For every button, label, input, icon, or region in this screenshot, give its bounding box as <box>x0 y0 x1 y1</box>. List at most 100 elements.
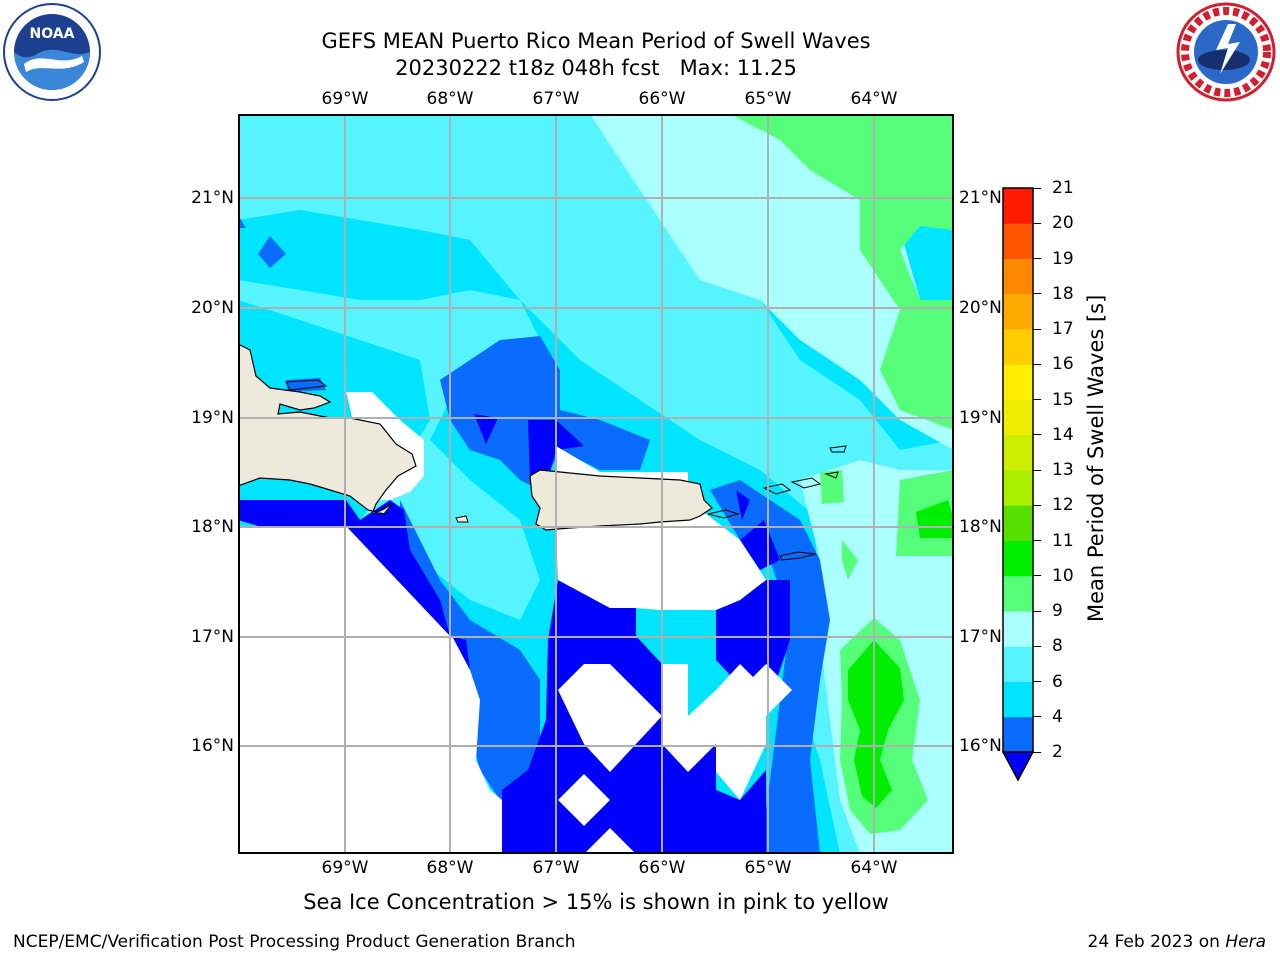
colorbar-tick-label: 10 <box>1052 565 1074 586</box>
lon-tick-bottom: 68°W <box>426 858 474 878</box>
lon-tick-top: 68°W <box>426 89 474 109</box>
colorbar-tick-mark <box>1033 751 1041 753</box>
colorbar-tick-label: 20 <box>1052 213 1074 234</box>
colorbar-tick-label: 18 <box>1052 283 1074 304</box>
map-grid <box>238 114 954 854</box>
field-2-4 <box>710 480 830 853</box>
virgin-islands <box>762 483 792 495</box>
map-subtitle: 20230222 t18z 048h fcst Max: 11.25 <box>395 56 797 80</box>
colorbar-band <box>1003 681 1033 718</box>
colorbar-band <box>1003 399 1033 436</box>
lon-tick-top: 65°W <box>744 89 792 109</box>
lat-tick-right: 18°N <box>959 517 1002 537</box>
mona-island <box>455 515 469 523</box>
field-under-2 <box>740 520 780 570</box>
colorbar-tick-label: 17 <box>1052 319 1074 339</box>
lat-tick-right: 16°N <box>959 736 1002 756</box>
no-data-area <box>558 774 610 826</box>
colorbar-band <box>1003 293 1033 330</box>
field-2-4 <box>440 336 650 490</box>
colorbar-band <box>1003 540 1033 577</box>
lon-tick-bottom: 67°W <box>532 858 580 878</box>
colorbar-tick-label: 16 <box>1052 354 1074 375</box>
colorbar <box>1001 187 1035 782</box>
colorbar-band <box>1003 470 1033 506</box>
colorbar-tick-mark <box>1033 610 1041 612</box>
anegada-island <box>829 445 847 453</box>
no-data-area <box>239 636 502 853</box>
colorbar-band <box>1003 329 1033 365</box>
field-under-2 <box>474 414 498 444</box>
vieques-island <box>707 509 740 519</box>
field-6-8 <box>239 115 440 170</box>
sea-ice-note: Sea Ice Concentration > 15% is shown in … <box>303 890 889 914</box>
lon-tick-bottom: 65°W <box>744 858 792 878</box>
field-10-11 <box>916 500 953 538</box>
puerto-rico-land <box>529 469 713 531</box>
lon-tick-bottom: 69°W <box>321 858 369 878</box>
lat-tick-right: 19°N <box>959 408 1002 428</box>
map-title: GEFS MEAN Puerto Rico Mean Period of Swe… <box>321 29 871 53</box>
colorbar-band <box>1003 223 1033 259</box>
no-data-area <box>740 664 792 716</box>
colorbar-band <box>1003 364 1033 400</box>
footer-branch: NCEP/EMC/Verification Post Processing Pr… <box>13 932 576 952</box>
colorbar-tick-label: 12 <box>1052 495 1074 516</box>
nws-logo-icon <box>1176 2 1276 102</box>
lon-tick-bottom: 64°W <box>850 858 898 878</box>
virgin-islands <box>790 477 822 489</box>
footer-host: Hera <box>1225 932 1266 952</box>
noaa-logo-icon: NOAA <box>2 2 102 102</box>
no-data-area <box>585 828 635 853</box>
lon-tick-top: 67°W <box>532 89 580 109</box>
lat-tick-left: 21°N <box>191 188 234 208</box>
colorbar-band <box>1003 611 1033 647</box>
colorbar-tick-label: 2 <box>1052 742 1063 762</box>
field-under-2 <box>239 500 346 526</box>
hispaniola-land <box>239 343 417 516</box>
lat-tick-right: 20°N <box>959 298 1002 318</box>
colorbar-band <box>1003 716 1033 753</box>
colorbar-band <box>1003 434 1033 471</box>
colorbar-tick-mark <box>1033 222 1041 224</box>
colorbar-tick-label: 15 <box>1052 389 1074 410</box>
field-2-4 <box>400 500 540 800</box>
colorbar-tick-mark <box>1033 575 1041 577</box>
colorbar-tick-mark <box>1033 716 1041 718</box>
colorbar-tick-label: 6 <box>1052 671 1063 692</box>
colorbar-band <box>1003 646 1033 682</box>
colorbar-band <box>1003 575 1033 612</box>
colorbar-tick-mark <box>1033 328 1041 330</box>
field-2-4 <box>239 216 246 228</box>
colorbar-tick-mark <box>1033 540 1041 541</box>
field-2-4 <box>258 236 286 268</box>
colorbar-tick-label: 9 <box>1052 601 1063 621</box>
colorbar-tick-mark <box>1033 399 1041 400</box>
colorbar-tick-mark <box>1033 681 1041 682</box>
field-under-2 <box>736 490 750 520</box>
colorbar-band <box>1003 188 1033 224</box>
colorbar-tick-label: 4 <box>1052 706 1063 727</box>
colorbar-tick-label: 14 <box>1052 424 1074 445</box>
colorbar-tick-label: 19 <box>1052 248 1074 269</box>
colorbar-band <box>1003 505 1033 541</box>
colorbar-band <box>1003 258 1033 295</box>
colorbar-tick-mark <box>1033 187 1041 189</box>
colorbar-tick-mark <box>1033 469 1041 471</box>
swell-period-map <box>238 114 954 854</box>
field-9-10 <box>842 540 858 580</box>
lat-tick-right: 17°N <box>959 627 1002 647</box>
field-9-10 <box>731 115 953 430</box>
colorbar-tick-mark <box>1033 363 1041 365</box>
small-island <box>824 471 839 479</box>
colorbar-tick-mark <box>1033 504 1041 506</box>
colorbar-under-arrow <box>1001 751 1035 782</box>
lat-tick-left: 20°N <box>191 298 234 318</box>
colorbar-tick-mark <box>1033 645 1041 647</box>
colorbar-tick-mark <box>1033 293 1041 295</box>
lat-tick-right: 21°N <box>959 188 1002 208</box>
colorbar-tick-label: 21 <box>1052 178 1074 198</box>
field-10-11 <box>848 640 904 808</box>
st-croix-island <box>779 551 817 561</box>
lon-tick-top: 66°W <box>638 89 686 109</box>
